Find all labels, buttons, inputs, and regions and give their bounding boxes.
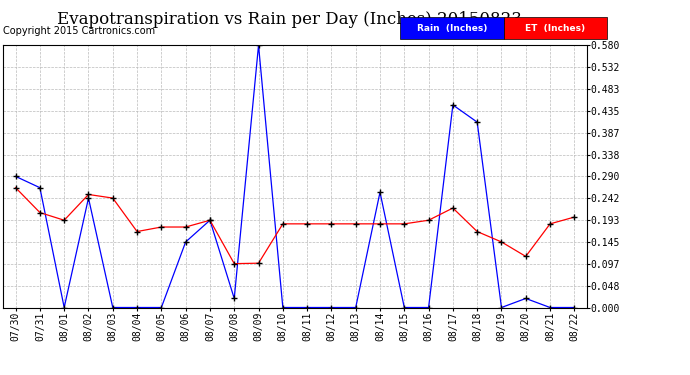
Text: ET  (Inches): ET (Inches) (525, 24, 586, 33)
Text: Copyright 2015 Cartronics.com: Copyright 2015 Cartronics.com (3, 26, 155, 36)
Text: Rain  (Inches): Rain (Inches) (417, 24, 487, 33)
Text: Evapotranspiration vs Rain per Day (Inches) 20150823: Evapotranspiration vs Rain per Day (Inch… (57, 11, 522, 28)
